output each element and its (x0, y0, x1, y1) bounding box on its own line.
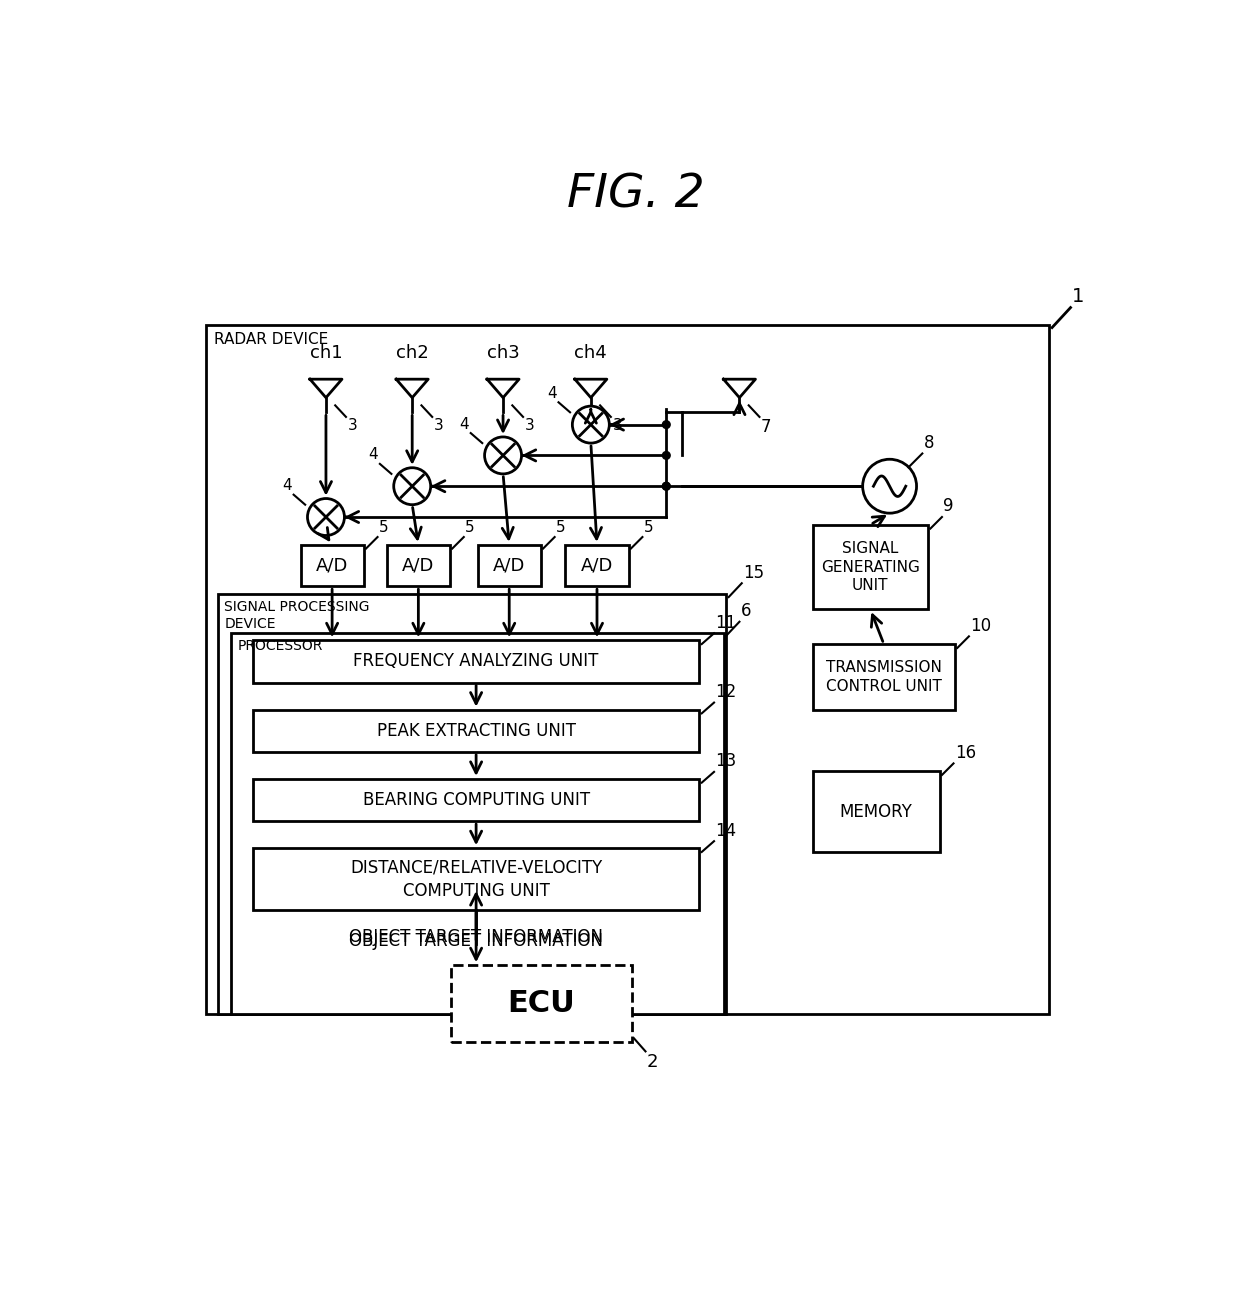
Text: RADAR DEVICE: RADAR DEVICE (213, 333, 327, 347)
Text: 5: 5 (644, 521, 653, 535)
Text: 4: 4 (460, 417, 469, 431)
Circle shape (573, 407, 609, 443)
Text: ch3: ch3 (486, 344, 520, 362)
Text: PROCESSOR: PROCESSOR (237, 639, 322, 652)
Bar (206, 325, 1049, 1013)
Text: 5: 5 (379, 521, 388, 535)
Text: 11: 11 (715, 613, 737, 631)
Text: A/D: A/D (402, 556, 434, 574)
Text: 12: 12 (715, 683, 737, 701)
Text: 6: 6 (742, 603, 751, 620)
Circle shape (662, 421, 670, 429)
Text: FIG. 2: FIG. 2 (567, 173, 704, 218)
Text: 14: 14 (715, 822, 737, 839)
Text: 4: 4 (283, 478, 293, 494)
Text: A/D: A/D (494, 556, 526, 574)
Bar (450, 965, 631, 1042)
Text: OBJECT TARGET INFORMATION: OBJECT TARGET INFORMATION (350, 931, 603, 950)
Bar (218, 594, 727, 1013)
Text: PEAK EXTRACTING UNIT: PEAK EXTRACTING UNIT (377, 722, 575, 739)
Text: 3: 3 (347, 418, 357, 434)
Text: 4: 4 (368, 447, 378, 462)
Text: 5: 5 (557, 521, 565, 535)
Text: FREQUENCY ANALYZING UNIT: FREQUENCY ANALYZING UNIT (353, 652, 599, 670)
Circle shape (662, 452, 670, 460)
Bar (253, 848, 699, 909)
Bar (565, 544, 629, 586)
Text: TRANSMISSION
CONTROL UNIT: TRANSMISSION CONTROL UNIT (826, 660, 941, 694)
Text: 16: 16 (955, 744, 976, 763)
Text: 3: 3 (525, 418, 534, 434)
Text: A/D: A/D (580, 556, 614, 574)
Text: 8: 8 (924, 434, 935, 452)
Text: 13: 13 (715, 752, 737, 770)
Text: MEMORY: MEMORY (839, 803, 913, 821)
Bar (253, 779, 699, 821)
Text: 3: 3 (434, 418, 444, 434)
Text: 10: 10 (971, 617, 992, 635)
Circle shape (308, 499, 345, 535)
Bar (812, 525, 928, 609)
Text: 15: 15 (743, 564, 764, 582)
Text: 1: 1 (1073, 287, 1085, 307)
Text: ch1: ch1 (310, 344, 342, 362)
Text: 3: 3 (613, 418, 622, 434)
Text: 2: 2 (647, 1053, 658, 1070)
Circle shape (485, 436, 522, 474)
Circle shape (394, 468, 430, 505)
Text: DISTANCE/RELATIVE-VELOCITY
COMPUTING UNIT: DISTANCE/RELATIVE-VELOCITY COMPUTING UNI… (350, 859, 603, 900)
Bar (300, 544, 363, 586)
Bar (812, 644, 955, 709)
Text: BEARING COMPUTING UNIT: BEARING COMPUTING UNIT (362, 791, 590, 809)
Text: OBJECT TARGET INFORMATION: OBJECT TARGET INFORMATION (350, 929, 603, 947)
Circle shape (662, 482, 670, 490)
Bar (477, 544, 541, 586)
Text: ECU: ECU (507, 989, 575, 1018)
Bar (253, 709, 699, 752)
Circle shape (863, 460, 916, 513)
Text: SIGNAL PROCESSING
DEVICE: SIGNAL PROCESSING DEVICE (224, 600, 370, 631)
Text: SIGNAL
GENERATING
UNIT: SIGNAL GENERATING UNIT (821, 540, 920, 594)
Bar (231, 633, 724, 1013)
Text: ch2: ch2 (396, 344, 429, 362)
Bar (387, 544, 450, 586)
Text: A/D: A/D (316, 556, 348, 574)
Bar (812, 772, 940, 852)
Text: 9: 9 (944, 498, 954, 516)
Text: 4: 4 (547, 386, 557, 400)
Text: 5: 5 (465, 521, 475, 535)
Text: ch4: ch4 (574, 344, 608, 362)
Bar (253, 640, 699, 682)
Text: 7: 7 (761, 418, 771, 436)
Circle shape (662, 482, 670, 490)
